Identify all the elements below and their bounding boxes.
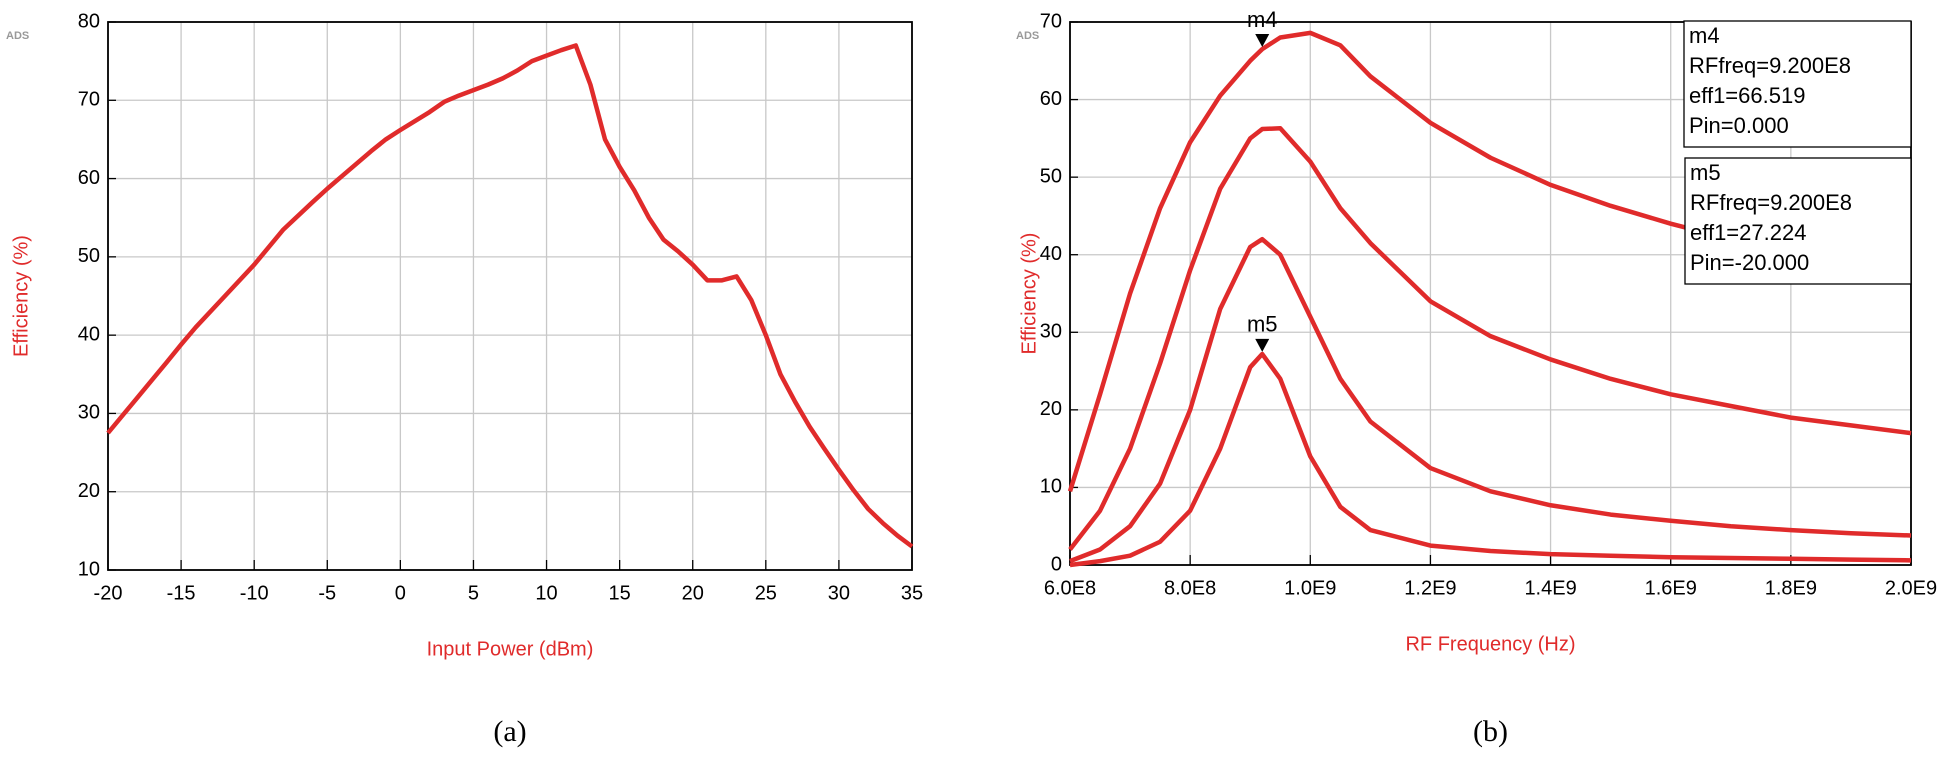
- y-tick-label: 20: [1040, 398, 1062, 420]
- y-axis-title: Efficiency (%): [10, 235, 32, 357]
- y-tick-label: 50: [78, 245, 100, 267]
- x-tick-label: 15: [609, 582, 631, 604]
- marker-box-title: m4: [1689, 23, 1720, 48]
- series-line: [1069, 351, 1912, 568]
- marker-box-line: Pin=-20.000: [1690, 250, 1809, 275]
- watermark: ADS: [1016, 30, 1039, 42]
- y-tick-label: 30: [78, 402, 100, 424]
- x-tick-label: 8.0E8: [1164, 577, 1216, 599]
- caption: (a): [493, 715, 526, 748]
- x-tick-label: 1.8E9: [1765, 577, 1817, 599]
- x-axis-title: RF Frequency (Hz): [1405, 633, 1575, 655]
- x-tick-label: 5: [468, 582, 479, 604]
- series-line: [106, 43, 914, 549]
- marker-label: m4: [1247, 7, 1278, 32]
- x-tick-label: 1.2E9: [1404, 577, 1456, 599]
- y-tick-label: 70: [1040, 10, 1062, 32]
- plot-frame: [107, 21, 913, 571]
- x-tick-label: 1.4E9: [1524, 577, 1576, 599]
- x-tick-label: -20: [94, 582, 123, 604]
- marker-label: m5: [1247, 312, 1278, 337]
- x-tick-label: 20: [682, 582, 704, 604]
- x-tick-label: -5: [318, 582, 336, 604]
- x-tick-label: 35: [901, 582, 923, 604]
- y-tick-label: 80: [78, 10, 100, 32]
- x-tick-label: 2.0E9: [1885, 577, 1937, 599]
- marker: [1255, 338, 1270, 352]
- y-tick-label: 10: [78, 558, 100, 580]
- x-tick-label: 0: [395, 582, 406, 604]
- x-tick-label: 1.0E9: [1284, 577, 1336, 599]
- y-tick-label: 40: [1040, 243, 1062, 265]
- series-line: [1069, 236, 1912, 564]
- caption: (b): [1473, 715, 1508, 748]
- plot-frame: [1069, 21, 1912, 566]
- x-tick-label: 6.0E8: [1044, 577, 1096, 599]
- series-line: [1068, 126, 1912, 551]
- y-tick-label: 20: [78, 480, 100, 502]
- marker-box-title: m5: [1690, 160, 1721, 185]
- y-tick-label: 50: [1040, 165, 1062, 187]
- marker-box: [1683, 20, 1912, 148]
- x-tick-label: -15: [167, 582, 196, 604]
- x-tick-label: 30: [828, 582, 850, 604]
- marker-box-line: RFfreq=9.200E8: [1690, 190, 1852, 215]
- watermark: ADS: [6, 30, 29, 42]
- y-tick-label: 10: [1040, 476, 1062, 498]
- marker-box-line: RFfreq=9.200E8: [1689, 53, 1851, 78]
- marker-box-line: Pin=0.000: [1689, 113, 1789, 138]
- y-tick-label: 30: [1040, 321, 1062, 343]
- marker-box-line: eff1=27.224: [1690, 220, 1806, 245]
- x-tick-label: 1.6E9: [1645, 577, 1697, 599]
- y-tick-label: 60: [1040, 88, 1062, 110]
- y-tick-label: 70: [78, 89, 100, 111]
- x-tick-label: 10: [535, 582, 557, 604]
- y-tick-label: 0: [1051, 553, 1062, 575]
- marker-box-line: eff1=66.519: [1689, 83, 1805, 108]
- x-tick-label: -10: [240, 582, 269, 604]
- y-axis-title: Efficiency (%): [1018, 233, 1040, 355]
- y-tick-label: 60: [78, 167, 100, 189]
- marker: [1255, 34, 1270, 48]
- x-axis-title: Input Power (dBm): [427, 638, 594, 660]
- y-tick-label: 40: [78, 323, 100, 345]
- marker-box: [1684, 157, 1912, 285]
- x-tick-label: 25: [755, 582, 777, 604]
